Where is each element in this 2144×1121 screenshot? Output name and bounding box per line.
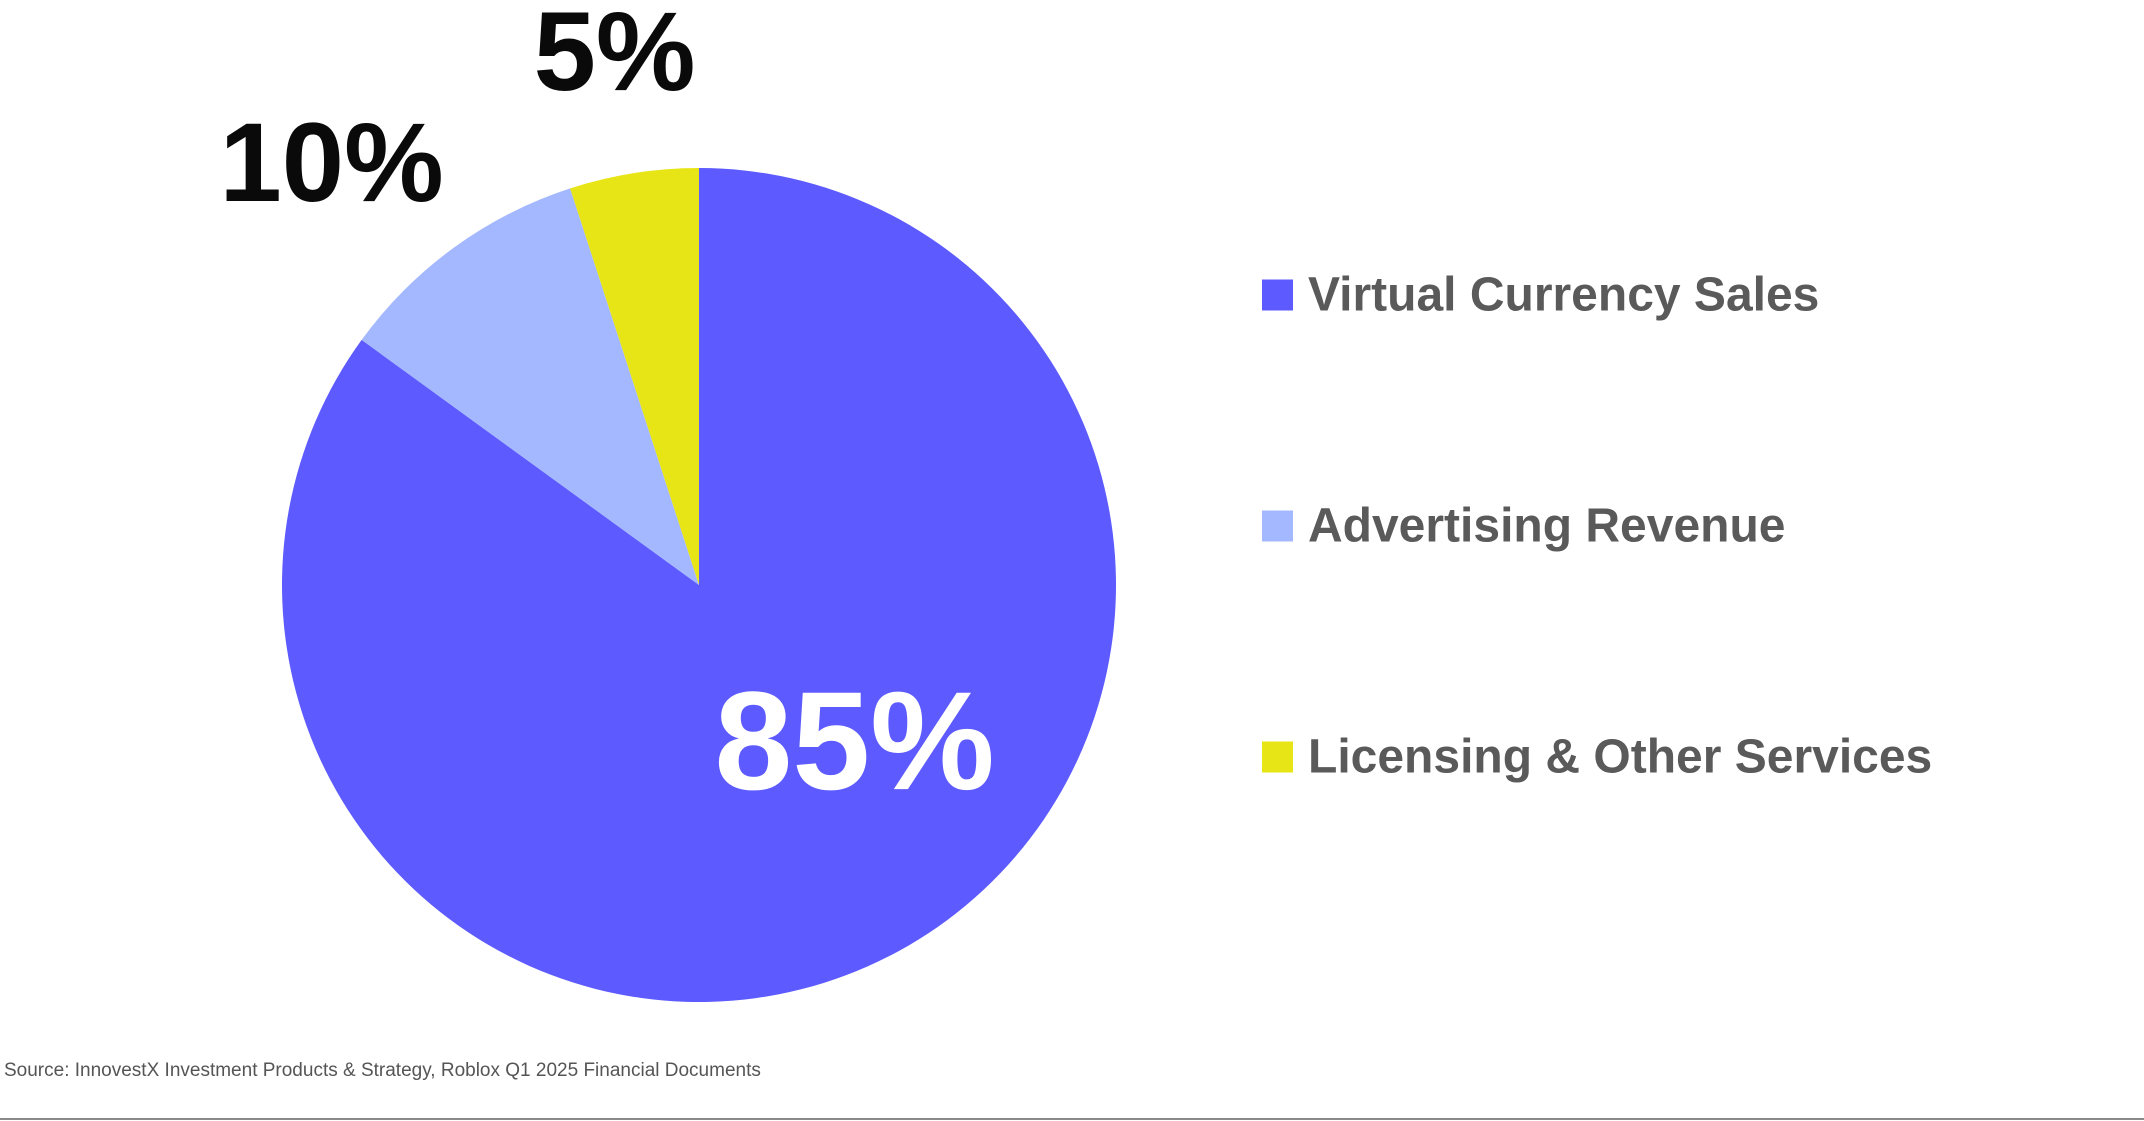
legend-swatch-licensing-and-other-services	[1262, 741, 1293, 773]
legend-swatch-advertising-revenue	[1262, 510, 1293, 542]
source-note: Source: InnovestX Investment Products & …	[4, 1060, 761, 1081]
legend-item-virtual-currency-sales: Virtual Currency Sales	[1262, 269, 1819, 322]
pie-value-labels: 85% 10% 5%	[220, 0, 995, 819]
legend-swatch-virtual-currency-sales	[1262, 279, 1293, 311]
value-label-advertising-revenue: 10%	[220, 100, 444, 225]
bottom-divider	[0, 1118, 2144, 1120]
pie-slice-advertising-revenue	[361, 188, 699, 586]
legend-item-advertising-revenue: Advertising Revenue	[1262, 500, 1785, 553]
legend: Virtual Currency Sales Advertising Revenu…	[1262, 269, 1932, 784]
legend-label-advertising-revenue: Advertising Revenue	[1308, 500, 1785, 553]
pie-slice-licensing-and-other-services	[570, 168, 699, 585]
value-label-licensing-and-other-services: 5%	[534, 0, 696, 114]
legend-item-licensing-and-other-services: Licensing & Other Services	[1262, 731, 1932, 784]
pie-slice-virtual-currency-sales	[282, 168, 1117, 1003]
legend-label-licensing-and-other-services: Licensing & Other Services	[1308, 731, 1932, 784]
legend-label-virtual-currency-sales: Virtual Currency Sales	[1308, 269, 1819, 322]
value-label-virtual-currency-sales: 85%	[714, 662, 994, 819]
pie-slices	[282, 168, 1117, 1003]
